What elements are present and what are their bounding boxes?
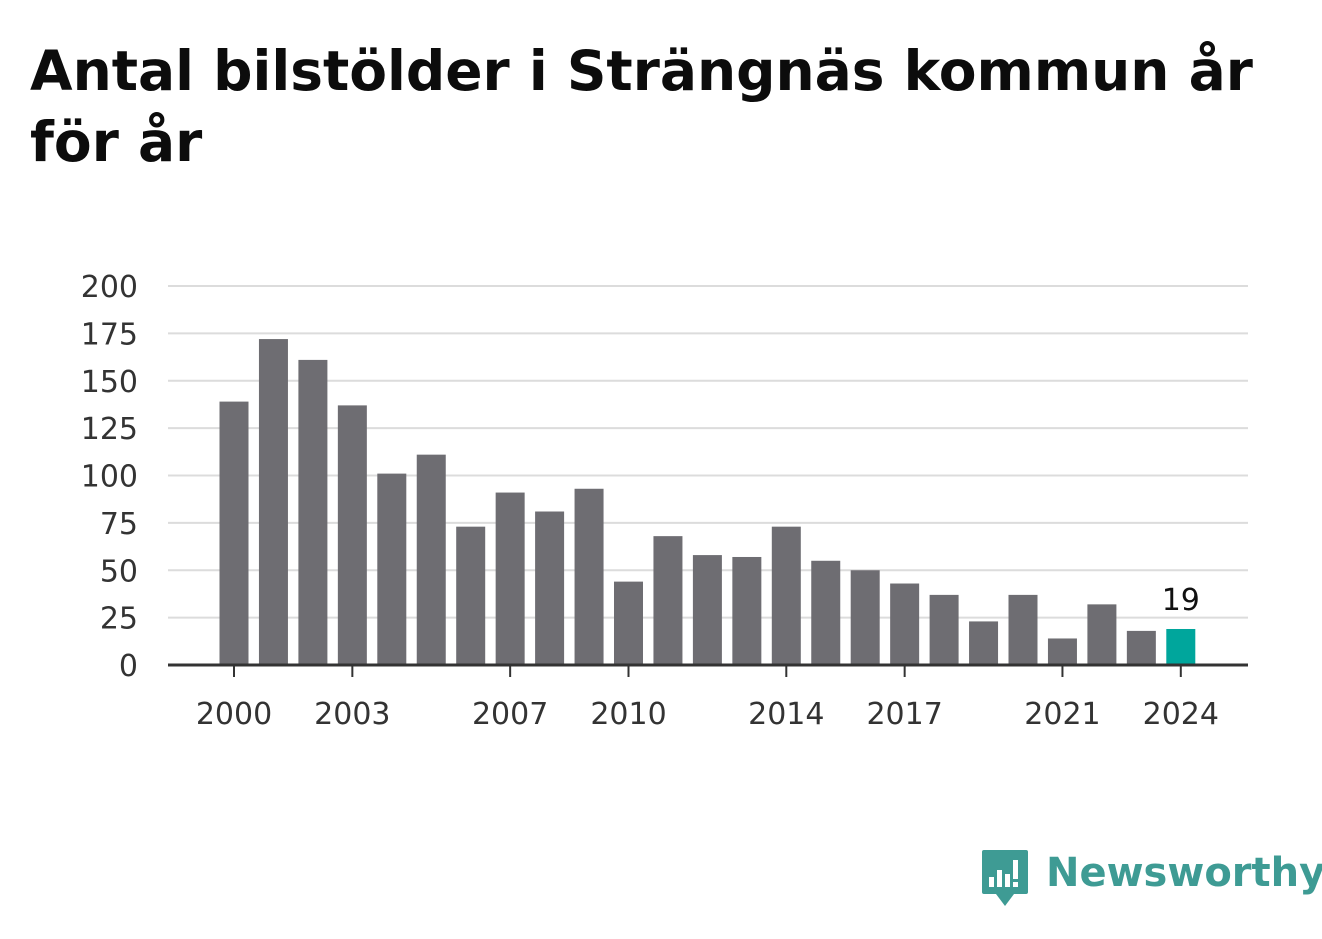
bar [1047,638,1077,665]
x-tick-label: 2007 [472,697,548,732]
y-tick-label: 100 [81,460,138,495]
chart-title: Antal bilstölder i Strängnäs kommun år f… [30,39,1253,174]
bar [929,594,959,665]
bar [1166,628,1196,665]
bar [416,454,446,665]
y-tick-label: 200 [81,270,138,305]
bar [495,492,525,665]
y-tick-label: 175 [81,317,138,352]
bar [850,570,880,665]
bar [535,511,565,665]
brand-logo: Newsworthy [980,848,1322,910]
data-label: 19 [1162,583,1200,618]
bar [574,488,604,665]
bar [732,556,762,665]
bar [219,401,249,665]
x-tick-label: 2003 [314,697,390,732]
bar [298,359,328,665]
y-tick-label: 150 [81,365,138,400]
bar [1008,594,1038,665]
bar [456,526,486,665]
bar [969,621,999,665]
brand-name: Newsworthy [1046,850,1322,896]
bar [811,560,841,665]
x-tick-label: 2021 [1024,697,1100,732]
bar [258,339,288,665]
bar [771,526,801,665]
newsworthy-logo-icon [982,850,1028,906]
bar [653,536,683,665]
y-tick-label: 25 [100,602,138,637]
x-tick-label: 2014 [748,697,824,732]
x-axis-ticks: 2000 2003 2007 2010 2014 2017 2021 2024 [196,665,1219,732]
bar [890,583,920,665]
data-labels: 19 [1162,583,1200,618]
x-tick-label: 2000 [196,697,272,732]
x-tick-label: 2010 [590,697,666,732]
bar [377,473,407,665]
bars [219,339,1196,665]
x-tick-label: 2024 [1143,697,1219,732]
bar [614,581,643,665]
bar [1087,604,1117,665]
y-tick-label: 75 [100,507,138,542]
bar [337,405,367,665]
bar [692,555,722,665]
bar [1126,630,1156,665]
y-tick-label: 125 [81,412,138,447]
y-tick-label: 0 [119,649,138,684]
y-tick-label: 50 [100,554,138,589]
y-axis-ticks: 0 25 50 75 100 125 150 175 200 [81,270,138,684]
x-tick-label: 2017 [866,697,942,732]
